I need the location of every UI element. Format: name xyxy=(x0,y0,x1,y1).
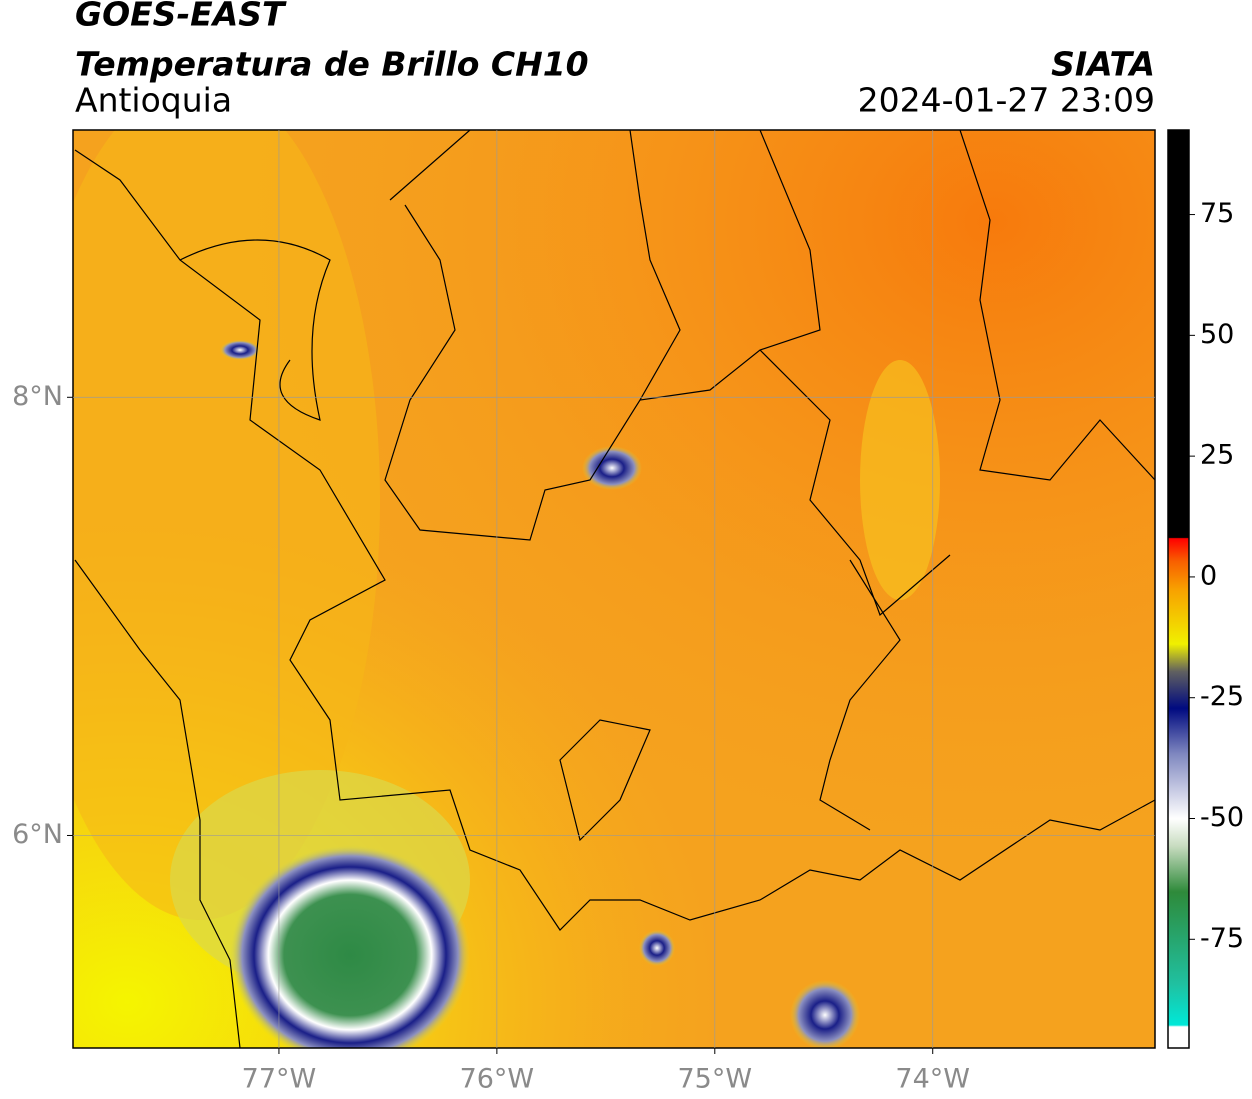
map-frame xyxy=(72,129,1156,1049)
x-tick-label: 75°W xyxy=(678,1064,753,1095)
colorbar-tick-label: -25 xyxy=(1200,681,1244,712)
subtitle: Temperatura de Brillo CH10 xyxy=(75,45,589,84)
brightness-temperature-field xyxy=(73,130,1155,1048)
colorbar-tick-label: -50 xyxy=(1200,802,1244,833)
colorbar-tick-label: 50 xyxy=(1200,319,1234,350)
region: Antioquia xyxy=(75,81,232,120)
x-tick-label: 74°W xyxy=(895,1064,970,1095)
colorbar-tick-label: 0 xyxy=(1200,560,1217,591)
x-tick-label: 76°W xyxy=(460,1064,535,1095)
y-tick-label: 8°N xyxy=(12,381,63,412)
x-tick-label: 77°W xyxy=(242,1064,317,1095)
title: GOES-EAST xyxy=(75,0,287,34)
colorbar-tick-label: 25 xyxy=(1200,440,1234,471)
y-tick-label: 6°N xyxy=(12,819,63,850)
colorbar-tick-label: 75 xyxy=(1200,198,1234,229)
timestamp: 2024-01-27 23:09 xyxy=(858,81,1155,120)
colorbar-tick-label: -75 xyxy=(1200,923,1244,954)
colorbar xyxy=(1167,129,1190,1049)
agency: SIATA xyxy=(1051,45,1155,84)
